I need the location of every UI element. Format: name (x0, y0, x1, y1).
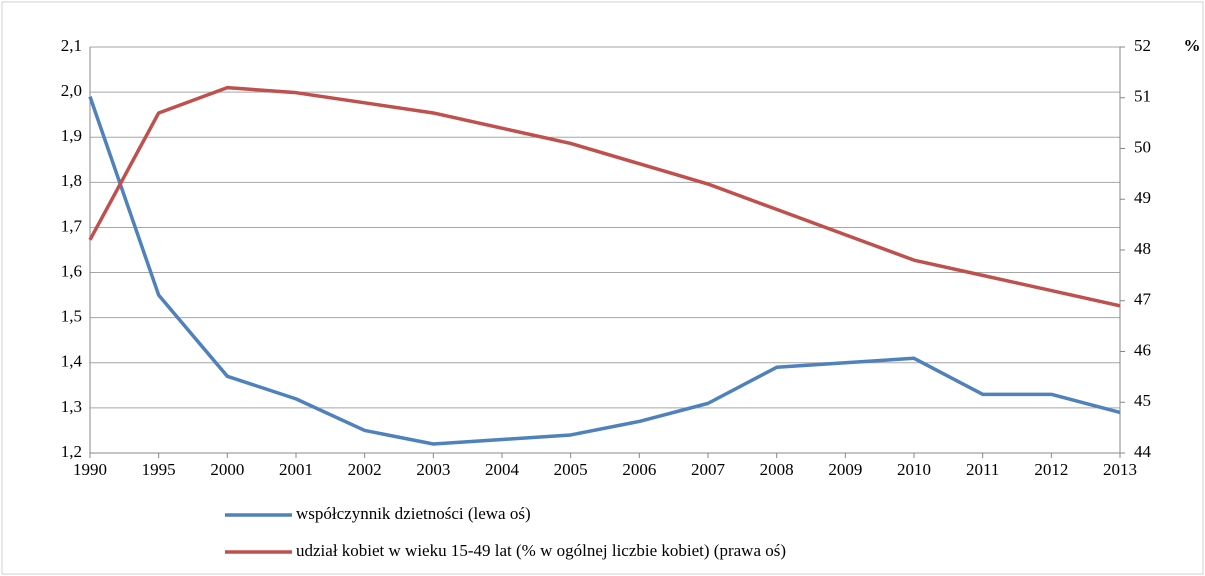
y2-tick-label: 49 (1134, 188, 1151, 207)
y-tick-label: 2,0 (61, 81, 82, 100)
x-tick-label: 2006 (622, 460, 656, 479)
x-tick-label: 2003 (416, 460, 450, 479)
y-tick-label: 1,4 (61, 352, 83, 371)
x-tick-label: 2012 (1034, 460, 1068, 479)
x-tick-label: 2013 (1103, 460, 1137, 479)
y2-tick-label: 46 (1134, 340, 1151, 359)
y2-tick-label: 47 (1134, 290, 1152, 309)
x-tick-label: 1990 (73, 460, 107, 479)
x-tick-label: 1995 (142, 460, 176, 479)
y-tick-label: 1,9 (61, 126, 82, 145)
y-tick-label: 1,6 (61, 261, 82, 280)
y2-axis-label: % (1184, 36, 1201, 55)
x-tick-label: 2004 (485, 460, 520, 479)
x-tick-label: 2009 (828, 460, 862, 479)
x-tick-label: 2002 (348, 460, 382, 479)
y-tick-label: 1,3 (61, 397, 82, 416)
legend-label: udział kobiet w wieku 15-49 lat (% w ogó… (296, 541, 786, 560)
y2-tick-label: 51 (1134, 87, 1151, 106)
y2-tick-label: 48 (1134, 239, 1151, 258)
y2-tick-label: 52 (1134, 36, 1151, 55)
y2-tick-label: 50 (1134, 137, 1151, 156)
y2-tick-label: 45 (1134, 391, 1151, 410)
x-tick-label: 2011 (966, 460, 999, 479)
series-line (88, 96, 1121, 446)
y-tick-label: 1,5 (61, 307, 82, 326)
y2-tick-label: 44 (1134, 442, 1152, 461)
x-tick-label: 2007 (691, 460, 726, 479)
x-tick-label: 2008 (760, 460, 794, 479)
y-tick-label: 1,2 (61, 442, 82, 461)
series-line (88, 85, 1121, 308)
y-tick-label: 1,7 (61, 216, 83, 235)
y-tick-label: 1,8 (61, 171, 82, 190)
x-tick-label: 2001 (279, 460, 313, 479)
x-tick-label: 2005 (554, 460, 588, 479)
x-tick-label: 2010 (897, 460, 931, 479)
x-tick-label: 2000 (210, 460, 244, 479)
legend-label: współczynnik dzietności (lewa oś) (296, 504, 531, 523)
y-tick-label: 2,1 (61, 36, 82, 55)
